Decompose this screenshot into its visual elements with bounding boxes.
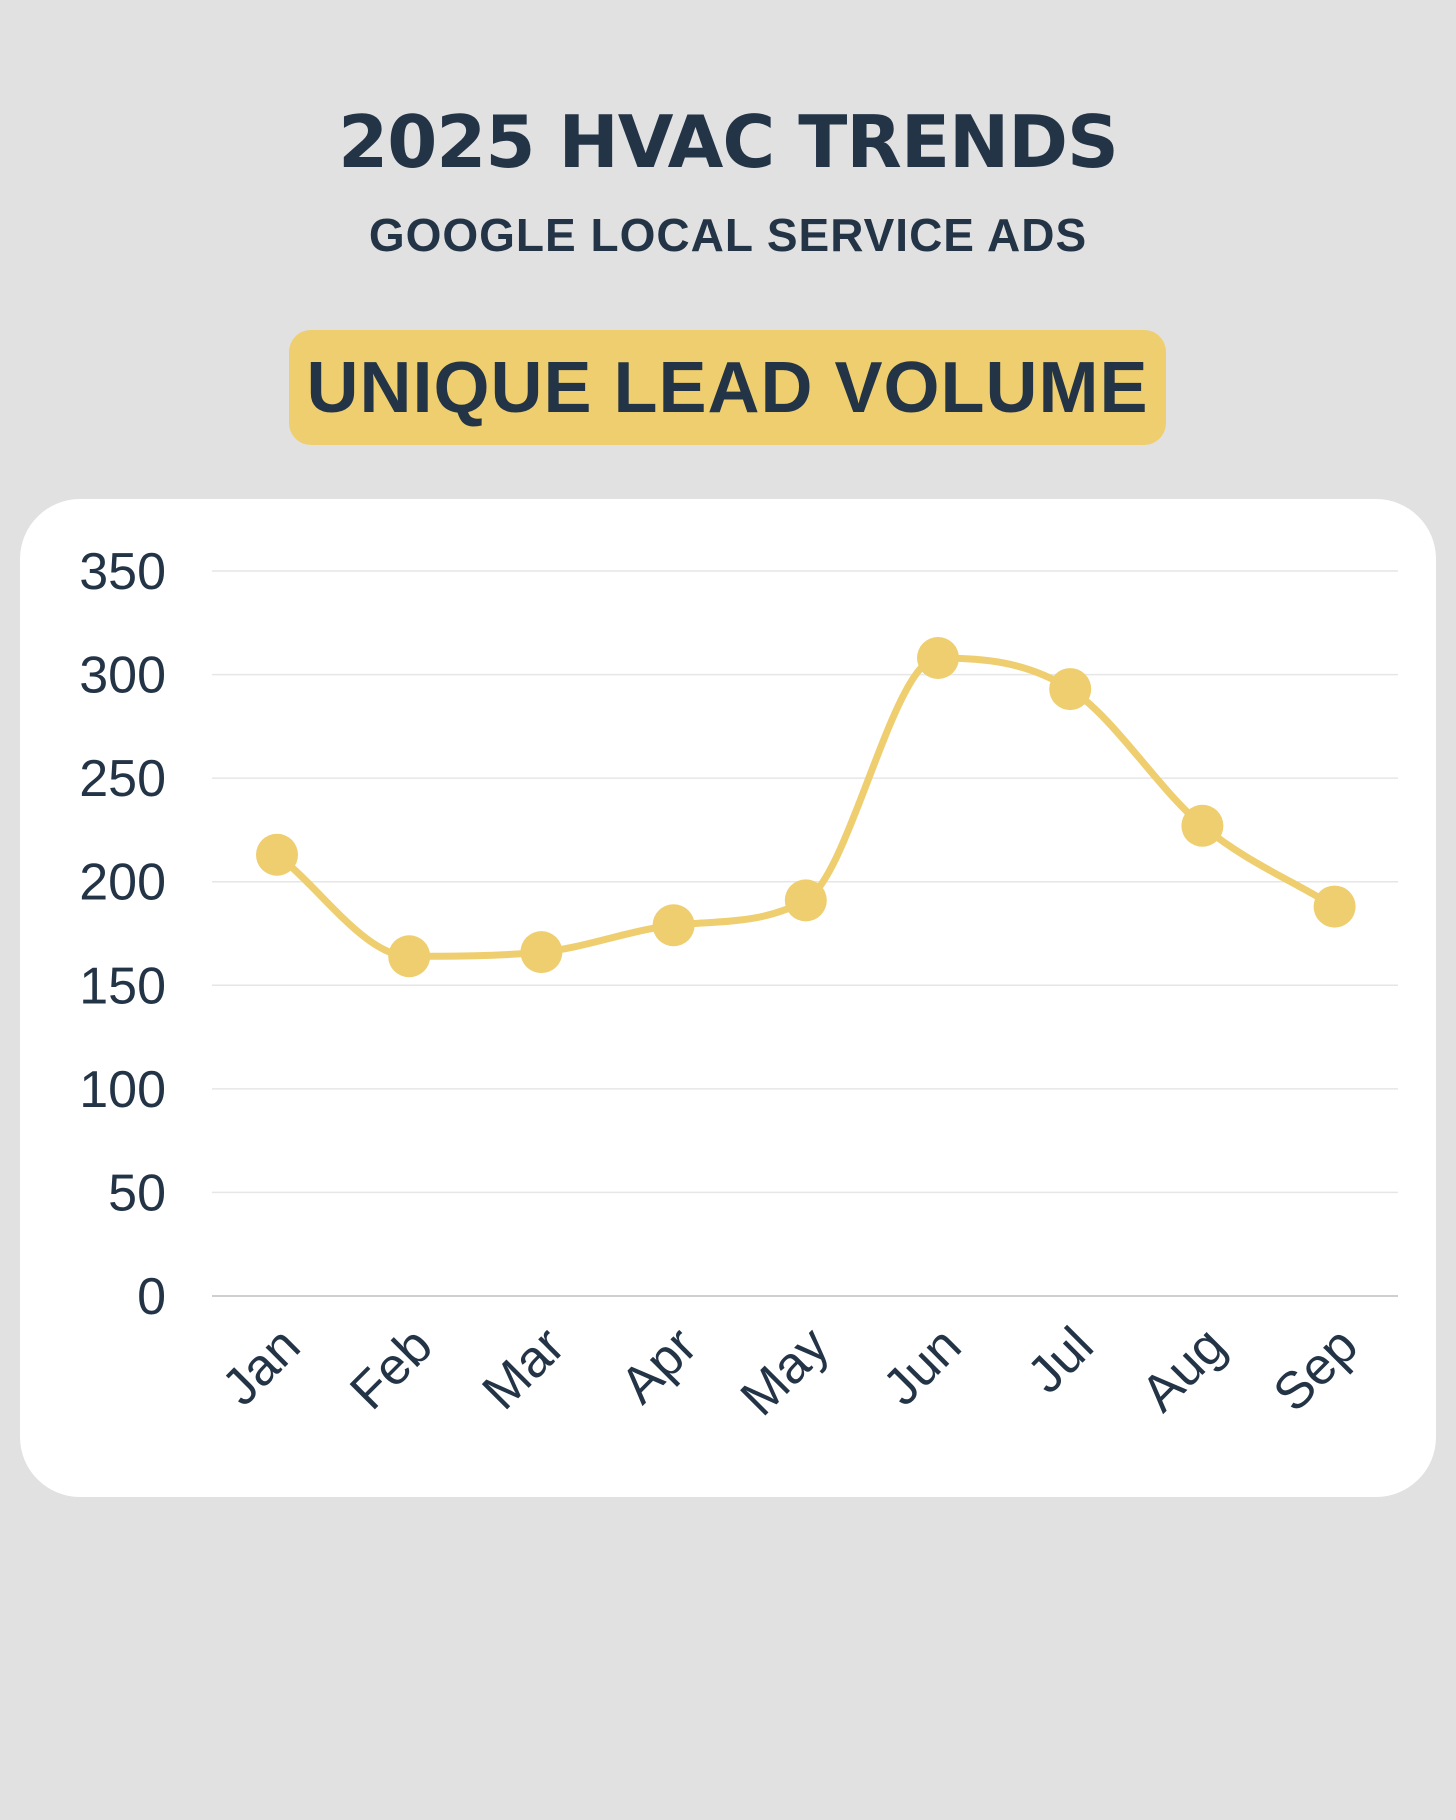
metric-label: UNIQUE LEAD VOLUME bbox=[306, 347, 1149, 428]
y-tick-label-250: 250 bbox=[79, 750, 166, 808]
x-tick-label-jun: Jun bbox=[872, 1316, 972, 1416]
page-title: 2025 HVAC TRENDS bbox=[338, 100, 1119, 184]
x-tick-label-mar: Mar bbox=[472, 1316, 576, 1420]
data-point-jul bbox=[1049, 668, 1092, 711]
series-line-0 bbox=[273, 654, 1339, 960]
data-point-feb bbox=[388, 935, 431, 978]
data-point-apr bbox=[652, 904, 695, 947]
metric-badge: UNIQUE LEAD VOLUME bbox=[289, 330, 1166, 445]
x-tick-label-jul: Jul bbox=[1017, 1316, 1105, 1404]
data-point-may bbox=[784, 879, 827, 922]
x-tick-label-feb: Feb bbox=[339, 1316, 443, 1420]
series-layer bbox=[256, 637, 1356, 978]
y-tick-label-200: 200 bbox=[79, 854, 166, 912]
data-point-jun bbox=[917, 637, 959, 679]
y-tick-label-300: 300 bbox=[79, 647, 166, 705]
x-tick-label-sep: Sep bbox=[1263, 1316, 1369, 1422]
line-chart: 0 50 100 150 200 250 300 350 Jan Feb Mar Apr May Jun… bbox=[79, 543, 1398, 1427]
y-tick-label-50: 50 bbox=[108, 1164, 166, 1222]
y-tick-label-0: 0 bbox=[137, 1268, 166, 1326]
data-point-jan bbox=[256, 833, 298, 876]
x-tick-label-aug: Aug bbox=[1130, 1316, 1236, 1422]
data-point-mar bbox=[520, 931, 563, 974]
y-tick-label-100: 100 bbox=[79, 1061, 166, 1119]
x-tick-label-jan: Jan bbox=[211, 1316, 311, 1416]
page-subtitle: GOOGLE LOCAL SERVICE ADS bbox=[368, 209, 1088, 261]
data-point-sep bbox=[1313, 885, 1356, 928]
y-tick-label-350: 350 bbox=[79, 543, 166, 601]
x-axis-ticks: Jan Feb Mar Apr May Jun Jul Aug Sep bbox=[211, 1316, 1369, 1426]
x-tick-label-may: May bbox=[730, 1316, 840, 1426]
y-tick-label-150: 150 bbox=[79, 957, 166, 1015]
x-tick-label-apr: Apr bbox=[610, 1316, 708, 1414]
grid-layer bbox=[212, 570, 1398, 1297]
data-point-aug bbox=[1181, 804, 1224, 847]
y-axis-ticks: 0 50 100 150 200 250 300 350 bbox=[79, 543, 166, 1326]
chart-card: 0 50 100 150 200 250 300 350 Jan Feb Mar Apr May Jun… bbox=[20, 499, 1436, 1497]
